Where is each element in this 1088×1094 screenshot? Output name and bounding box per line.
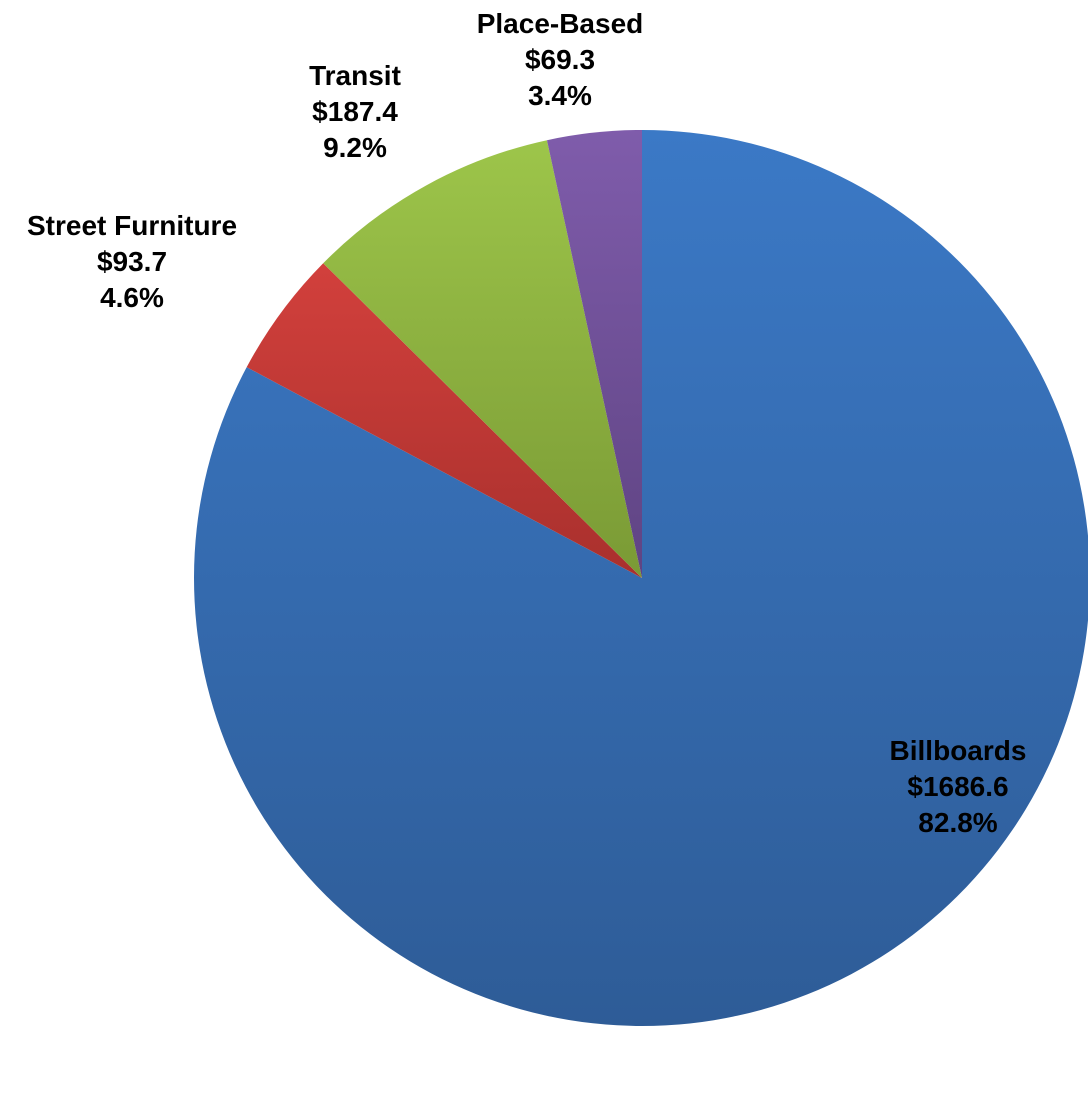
pie-slice-street-furniture	[246, 263, 642, 578]
slice-name: Billboards	[890, 735, 1027, 766]
slice-value: $69.3	[525, 44, 595, 75]
slice-value: $93.7	[97, 246, 167, 277]
slice-label-place-based: Place-Based $69.3 3.4%	[477, 8, 644, 111]
pie-slice-place-based	[546, 130, 642, 578]
slice-label-street-furniture: Street Furniture $93.7 4.6%	[27, 210, 237, 313]
slice-name: Place-Based	[477, 8, 644, 39]
slice-label-transit: Transit $187.4 9.2%	[309, 60, 401, 163]
slice-name: Transit	[309, 60, 401, 91]
pie-slice-transit	[323, 140, 642, 578]
slice-name: Street Furniture	[27, 210, 237, 241]
slice-percent: 3.4%	[528, 80, 592, 111]
pie-slices	[194, 130, 1088, 1026]
slice-value: $1686.6	[907, 771, 1008, 802]
slice-percent: 9.2%	[323, 132, 387, 163]
pie-slice-billboards	[194, 130, 1088, 1026]
slice-percent: 4.6%	[100, 282, 164, 313]
slice-percent: 82.8%	[918, 807, 997, 838]
slice-label-billboards: Billboards $1686.6 82.8%	[890, 735, 1027, 838]
slice-value: $187.4	[312, 96, 398, 127]
pie-labels: Billboards $1686.6 82.8% Street Furniture $9…	[27, 8, 1026, 838]
